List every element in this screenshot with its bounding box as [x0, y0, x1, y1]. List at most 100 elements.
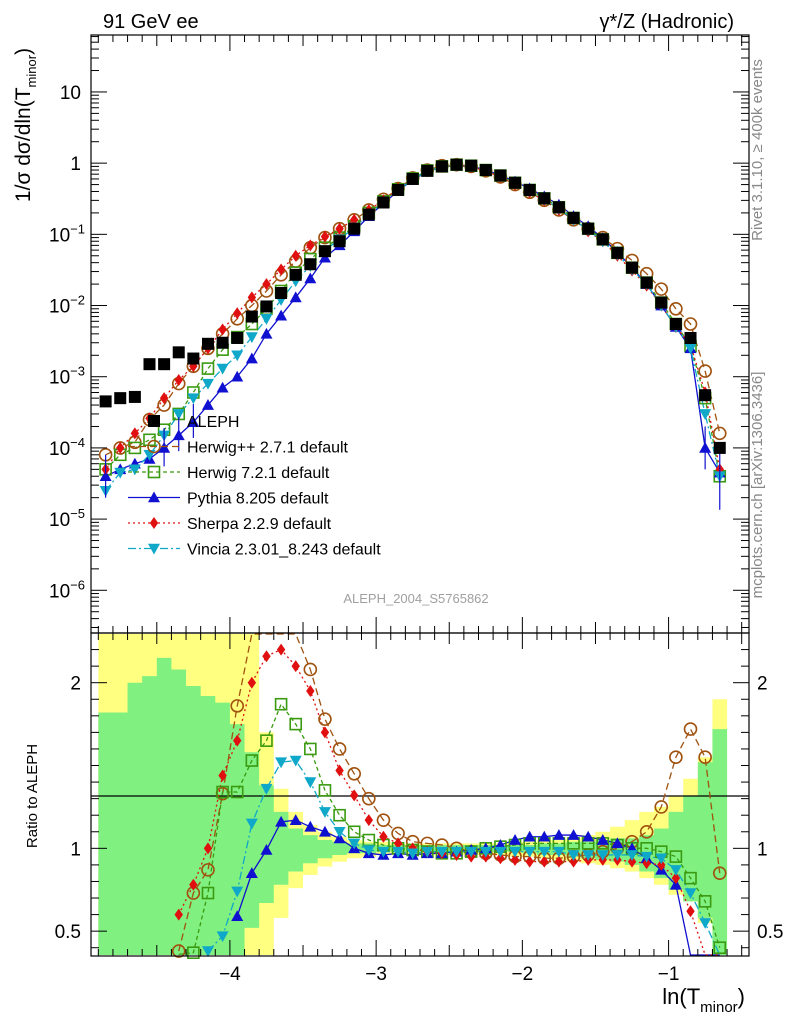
data-point	[538, 192, 551, 205]
ratio-series-point	[393, 837, 403, 850]
ratio-tick-label-right: 0.5	[757, 922, 783, 943]
series-point	[172, 409, 185, 420]
ratio-tick-label-left: 1	[70, 839, 81, 860]
ratio-series-point	[201, 863, 215, 877]
ratio-series-point	[350, 789, 359, 802]
ratio-tick-label-right: 2	[757, 674, 768, 695]
data-point	[684, 331, 697, 344]
data-point	[318, 245, 331, 258]
ratio-series-point	[669, 878, 682, 890]
ratio-series-point	[275, 757, 288, 769]
ratio-series-point	[686, 905, 695, 918]
series-point	[114, 467, 127, 479]
ratio-series-point	[260, 783, 273, 795]
data-point	[245, 310, 258, 323]
x-tick-label: −1	[658, 964, 680, 985]
ratio-series-point	[523, 846, 536, 858]
series-point	[276, 263, 286, 276]
ratio-series-point	[230, 785, 244, 799]
ratio-series-point	[245, 754, 259, 767]
series-point	[216, 381, 229, 393]
ratio-series-point	[335, 764, 344, 777]
series-point	[684, 343, 697, 355]
ratio-series-point	[657, 858, 666, 871]
ratio-series-point	[538, 846, 551, 858]
series-point	[216, 363, 229, 375]
ratio-series-point	[671, 872, 681, 885]
ratio-series-point	[406, 848, 419, 860]
ratio-series-point	[318, 825, 331, 837]
ratio-series-point	[669, 850, 683, 863]
ratio-series-point	[333, 808, 346, 822]
ratio-series-point	[567, 829, 580, 840]
ratio-series-point	[318, 784, 332, 797]
series-point	[683, 317, 698, 331]
series-point	[201, 362, 215, 375]
y-tick-label: 10−6	[49, 577, 85, 602]
analysis-label: ALEPH_2004_S5765862	[343, 591, 488, 606]
ratio-series-point	[494, 846, 507, 858]
legend-marker	[147, 439, 161, 454]
x-axis-title-sub: minor	[700, 999, 738, 1016]
y-tick-label-base: 10	[49, 439, 70, 460]
y-tick-label-exponent: −4	[70, 435, 85, 450]
ratio-series-point	[684, 888, 697, 900]
data-point	[640, 276, 653, 289]
series-point	[262, 278, 271, 291]
legend-marker	[148, 543, 160, 555]
data-point	[114, 392, 127, 405]
y-tick-label-exponent: −3	[70, 364, 85, 379]
data-point	[713, 441, 726, 454]
ratio-series-point	[201, 886, 215, 900]
x-tick-label: −2	[512, 964, 534, 985]
ratio-series-point	[171, 944, 186, 958]
series-point	[116, 441, 125, 454]
data-point	[143, 358, 156, 371]
series-point	[128, 464, 141, 476]
series-point	[260, 314, 273, 325]
ratio-series-point	[376, 813, 391, 827]
ratio-series-point	[377, 846, 390, 858]
legend: ALEPH Herwig++ 2.7.1 default Herwig 7.2.1 …	[128, 414, 381, 559]
y-tick-label-exponent: −5	[70, 506, 85, 521]
ratio-series-point	[174, 908, 183, 921]
ratio-tick-label-left: 0.5	[55, 922, 81, 943]
legend-label: Vincia 2.3.01_8.243 default	[187, 542, 381, 559]
title-right: γ*/Z (Hadronic)	[600, 11, 734, 33]
ratio-series-point	[347, 766, 362, 781]
ratio-data-layer	[171, 633, 727, 959]
series-point	[275, 309, 288, 321]
ratio-series-point	[304, 820, 317, 832]
y-tick-label-base: 10	[49, 297, 70, 318]
data-point	[348, 222, 361, 235]
ratio-series-point	[364, 814, 374, 827]
data-point	[406, 172, 419, 185]
ratio-series-point	[276, 643, 286, 656]
series-point	[245, 352, 258, 364]
data-point	[172, 346, 185, 359]
ratio-series-point	[233, 734, 242, 747]
ratio-series-point	[362, 791, 376, 806]
series-point	[306, 239, 315, 252]
ratio-series-point	[435, 846, 448, 858]
ratio-series-point	[245, 818, 258, 830]
ratio-series-point	[289, 717, 303, 731]
y-tick-label-base: 10	[49, 225, 70, 246]
data-point	[611, 246, 624, 259]
legend-marker	[149, 517, 159, 529]
data-point	[450, 158, 463, 171]
series-point	[698, 364, 712, 378]
ratio-series-point	[642, 857, 651, 870]
ratio-series-point	[332, 742, 347, 756]
ratio-series-point	[699, 918, 712, 929]
ratio-series-point	[611, 850, 624, 861]
series-point	[654, 282, 669, 296]
series-point	[130, 427, 140, 440]
ratio-series-point	[291, 660, 300, 673]
legend-label: Pythia 8.205 default	[187, 491, 329, 508]
series-point	[260, 327, 273, 339]
y-tick-label: 1	[70, 154, 81, 175]
series-point	[712, 426, 727, 441]
ratio-series-point	[216, 785, 229, 799]
